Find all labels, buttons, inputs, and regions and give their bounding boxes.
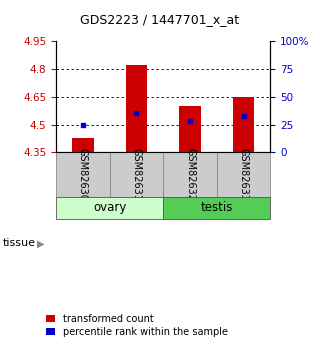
Bar bbox=[163, 197, 270, 219]
Bar bbox=[179, 106, 201, 152]
Bar bbox=[163, 152, 217, 197]
Bar bbox=[217, 152, 270, 197]
Legend: transformed count, percentile rank within the sample: transformed count, percentile rank withi… bbox=[46, 314, 228, 337]
Text: ovary: ovary bbox=[93, 201, 126, 215]
Bar bbox=[109, 152, 163, 197]
Bar bbox=[56, 197, 163, 219]
Bar bbox=[56, 152, 109, 197]
Text: GDS2223 / 1447701_x_at: GDS2223 / 1447701_x_at bbox=[80, 13, 240, 26]
Bar bbox=[72, 138, 93, 152]
Bar bbox=[126, 66, 147, 152]
Text: GSM82632: GSM82632 bbox=[185, 148, 195, 201]
Text: tissue: tissue bbox=[3, 238, 36, 248]
Text: GSM82630: GSM82630 bbox=[78, 148, 88, 201]
Bar bbox=[233, 97, 254, 152]
Text: testis: testis bbox=[201, 201, 233, 215]
Text: GSM82633: GSM82633 bbox=[239, 148, 249, 201]
Text: ▶: ▶ bbox=[37, 239, 44, 249]
Text: GSM82631: GSM82631 bbox=[132, 148, 141, 201]
